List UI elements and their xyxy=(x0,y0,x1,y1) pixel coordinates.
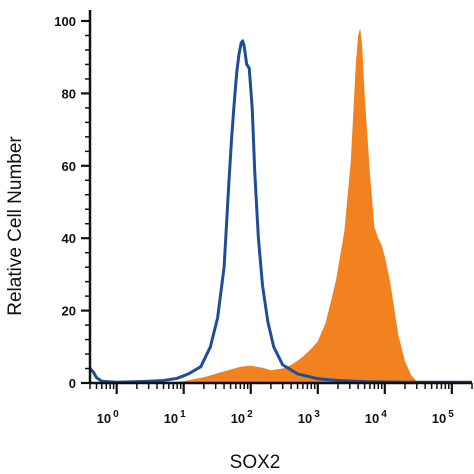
x-tick-label: 10 0 xyxy=(97,409,119,426)
x-tick-label: 10 2 xyxy=(231,409,253,426)
y-axis-title: Relative Cell Number xyxy=(5,136,26,316)
x-tick-label: 10 4 xyxy=(365,409,387,426)
y-tick-label: 40 xyxy=(62,231,76,246)
isotype-control-histogram xyxy=(88,39,472,384)
y-tick-label: 0 xyxy=(69,376,76,391)
y-tick-label: 100 xyxy=(54,14,76,29)
y-tick-label: 80 xyxy=(62,86,76,101)
x-tick-label: 10 3 xyxy=(298,409,320,426)
x-axis-title: SOX2 xyxy=(230,452,281,473)
sox2-stained-histogram xyxy=(148,28,437,383)
y-tick-label: 20 xyxy=(62,304,76,319)
x-tick-label: 10 1 xyxy=(164,409,186,426)
x-tick-label: 10 5 xyxy=(432,409,454,426)
y-tick-label: 60 xyxy=(62,159,76,174)
